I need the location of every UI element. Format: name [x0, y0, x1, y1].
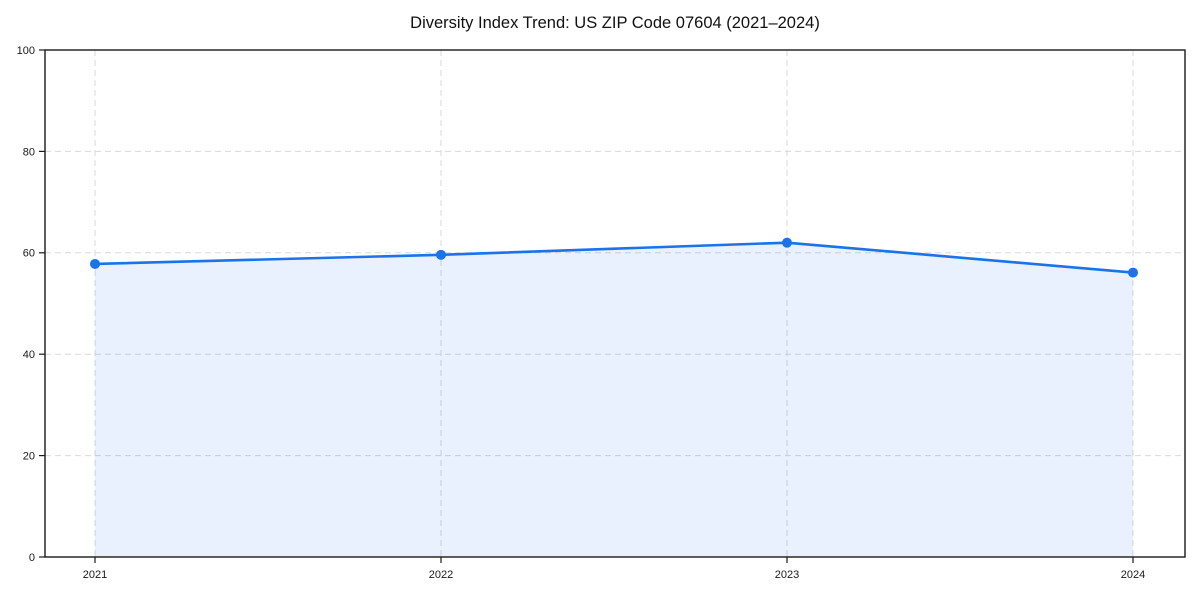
chart-title: Diversity Index Trend: US ZIP Code 07604…: [410, 14, 820, 32]
x-axis-tick-label: 2022: [429, 569, 453, 581]
data-point-marker: [436, 249, 446, 260]
x-axis-tick-label: 2023: [775, 569, 799, 581]
y-axis-tick-label: 60: [23, 248, 35, 260]
area-fill: [95, 242, 1133, 557]
data-point-marker: [1128, 267, 1138, 278]
y-axis-tick-label: 0: [29, 552, 35, 564]
y-axis-tick-label: 40: [23, 349, 35, 361]
x-axis-tick-label: 2021: [83, 569, 107, 581]
y-axis-tick-label: 20: [23, 450, 35, 462]
x-axis-tick-label: 2024: [1121, 569, 1145, 581]
data-point-marker: [782, 237, 792, 248]
y-axis-tick-label: 80: [23, 146, 35, 158]
trend-line: [93, 241, 1135, 274]
y-axis-tick-label: 100: [17, 45, 35, 57]
plot-border: [44, 49, 1186, 558]
data-point-marker: [90, 258, 100, 269]
